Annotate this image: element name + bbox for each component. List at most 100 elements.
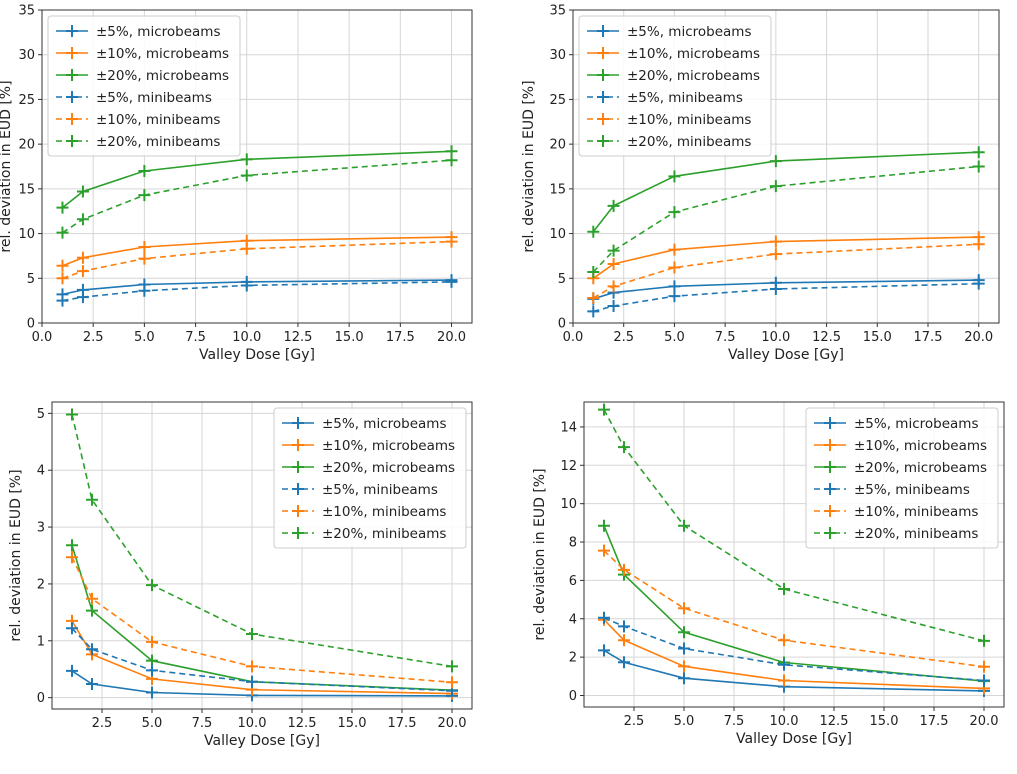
legend-marker [66, 69, 78, 81]
legend-marker [824, 439, 836, 451]
data-point-marker [446, 676, 458, 689]
x-tick-label: 17.5 [388, 716, 417, 731]
y-tick-label: 0 [27, 317, 35, 332]
data-point-marker [138, 189, 151, 202]
x-tick-label: 10.0 [770, 714, 799, 729]
data-point-marker [678, 519, 690, 532]
data-point-marker [66, 664, 78, 677]
y-axis-label: rel. deviation in EUD [%] [521, 80, 537, 252]
data-point-marker [240, 153, 253, 166]
data-point-marker [607, 280, 620, 293]
data-point-marker [146, 635, 158, 648]
series-line [62, 159, 452, 234]
x-tick-label: 0.0 [32, 330, 53, 345]
y-tick-label: 20 [549, 138, 566, 153]
legend-label: ±20%, minibeams [96, 134, 220, 150]
x-tick-label: 10.0 [238, 716, 267, 731]
data-point-marker [978, 634, 990, 647]
data-point-marker [618, 656, 630, 669]
data-point-marker [56, 272, 69, 285]
x-tick-label: 12.5 [283, 330, 312, 345]
data-point-marker [668, 261, 681, 274]
plot-frame [572, 9, 1000, 324]
data-point-marker [146, 664, 158, 677]
legend-label: ±5%, minibeams [322, 482, 438, 498]
data-point-marker [678, 626, 690, 639]
data-point-marker [66, 622, 78, 635]
legend-marker [292, 439, 304, 451]
legend-label: ±20%, minibeams [854, 526, 978, 542]
legend-marker [292, 505, 304, 517]
data-point-marker [240, 242, 253, 255]
legend-box [47, 15, 241, 157]
series-line [71, 627, 453, 692]
data-point-marker [246, 675, 258, 688]
legend-marker [824, 527, 836, 539]
x-tick-label: 20.0 [438, 716, 467, 731]
legend-label: ±5%, microbeams [627, 24, 751, 40]
data-point-marker [587, 266, 600, 279]
x-axis-label: Valley Dose [Gy] [204, 733, 320, 749]
x-tick-label: 5.0 [674, 714, 695, 729]
y-tick-label: 10 [549, 227, 566, 242]
x-tick-label: 20.0 [437, 330, 466, 345]
data-point-marker [240, 279, 253, 292]
y-tick-label: 0 [558, 317, 566, 332]
x-tick-label: 5.0 [664, 330, 685, 345]
legend-marker [824, 417, 836, 429]
legend-label: ±5%, microbeams [96, 24, 220, 40]
y-tick-label: 0 [569, 689, 577, 704]
legend-marker [292, 417, 304, 429]
y-tick-label: 25 [549, 93, 566, 108]
data-point-marker [56, 294, 69, 307]
legend-box [578, 15, 772, 157]
chart-top-left: 0.0 2.5 5.0 7.5 10.0 12.5 15.0 17.5 20.0 0 5 10 15 20… [0, 4, 473, 363]
x-tick-label: 15.0 [863, 330, 892, 345]
legend-marker [66, 91, 78, 103]
y-tick-label: 14 [560, 420, 577, 435]
legend-label: ±10%, minibeams [627, 112, 751, 128]
legend-label: ±10%, microbeams [322, 438, 455, 454]
tick-labels: 2.5 5.0 7.5 10.0 12.5 15.0 17.5 20.0 0 1 2 3 4 5 [37, 407, 467, 731]
series-line [62, 240, 452, 280]
data-point-marker [56, 201, 69, 214]
data-point-marker [56, 259, 69, 272]
y-tick-label: 3 [37, 521, 45, 536]
y-tick-label: 20 [18, 138, 35, 153]
legend-label: ±10%, microbeams [627, 46, 760, 62]
y-tick-label: 2 [569, 651, 577, 666]
data-point-marker [598, 403, 610, 416]
y-tick-label: 30 [549, 48, 566, 63]
y-tick-label: 12 [560, 459, 577, 474]
data-point-marker [76, 213, 89, 226]
y-tick-label: 5 [27, 272, 35, 287]
tick-labels: 0.0 2.5 5.0 7.5 10.0 12.5 15.0 17.5 20.0 0 5 10 15 20… [18, 4, 466, 346]
legend-marker [597, 69, 609, 81]
data-point-marker [978, 674, 990, 687]
data-point-marker [618, 634, 630, 647]
x-tick-label: 12.5 [288, 716, 317, 731]
y-tick-label: 4 [37, 464, 45, 479]
y-tick-label: 4 [569, 612, 577, 627]
data-point-marker [86, 592, 98, 605]
data-point-marker [678, 602, 690, 615]
data-point-marker [146, 579, 158, 592]
data-point-marker [678, 660, 690, 673]
data-point-marker [668, 243, 681, 256]
data-point-marker [607, 244, 620, 257]
x-tick-label: 5.0 [134, 330, 155, 345]
data-point-marker [769, 235, 782, 248]
data-point-marker [668, 290, 681, 303]
data-point-marker [668, 206, 681, 219]
data-point-marker [668, 170, 681, 183]
y-axis-label: rel. deviation in EUD [%] [8, 469, 24, 641]
series-line [592, 243, 979, 299]
chart-bottom-left: 2.5 5.0 7.5 10.0 12.5 15.0 17.5 20.0 0 1 2 3 4 5 Valle… [8, 401, 473, 749]
data-point-marker [138, 252, 151, 265]
plot-frame [41, 9, 473, 324]
data-point-marker [618, 441, 630, 454]
data-point-marker [778, 674, 790, 687]
x-tick-label: 12.5 [812, 330, 841, 345]
legend-marker [824, 505, 836, 517]
legend-box [273, 407, 467, 549]
